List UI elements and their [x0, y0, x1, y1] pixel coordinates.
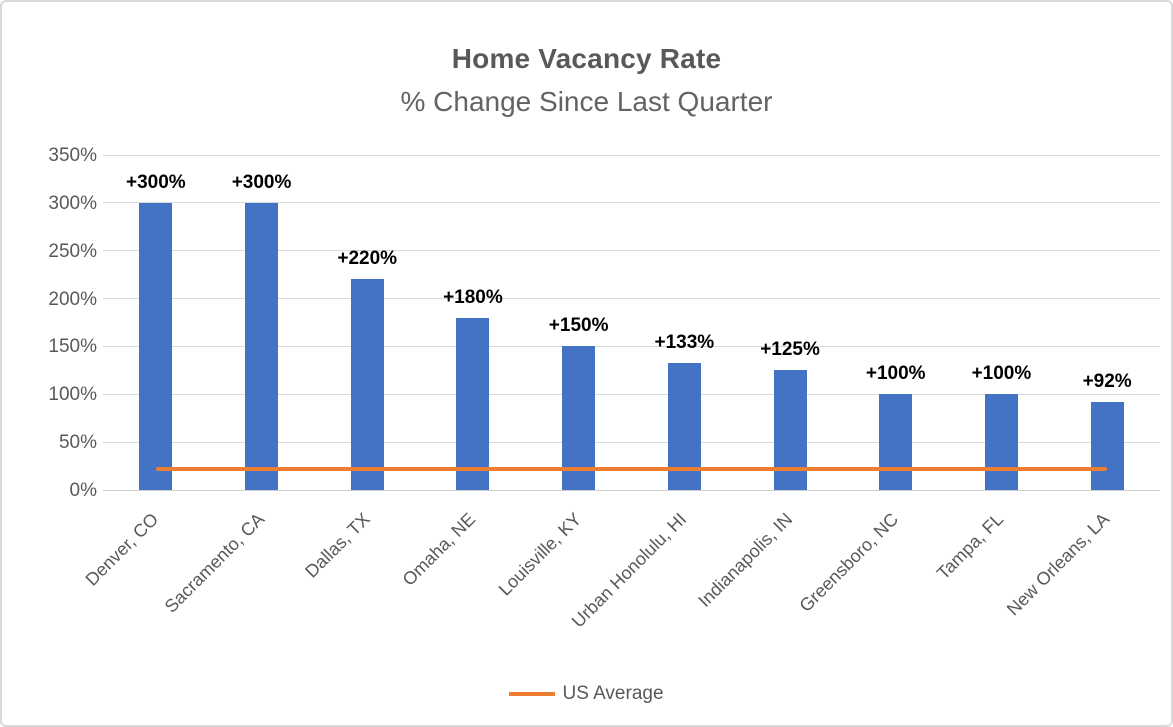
data-label-urban-honolulu-hi: +133% — [654, 331, 715, 353]
bar-indianapolis-in — [773, 370, 807, 490]
x-axis-tick-urban-honolulu-hi: Urban Honolulu, HI — [568, 509, 691, 632]
gridline-250% — [103, 250, 1160, 252]
gridline-150% — [103, 345, 1160, 347]
y-axis-tick-300%: 300% — [48, 192, 97, 214]
bar-sacramento-ca — [245, 202, 279, 490]
bar-greensboro-nc — [879, 394, 913, 490]
legend-label-us-average: US Average — [562, 683, 664, 704]
gridline-100% — [103, 393, 1160, 395]
y-axis-tick-50%: 50% — [58, 432, 97, 454]
data-label-denver-co: +300% — [125, 171, 186, 193]
data-label-greensboro-nc: +100% — [865, 363, 926, 385]
data-label-tampa-fl: +100% — [971, 363, 1032, 385]
data-label-louisville-ky: +150% — [548, 315, 609, 337]
x-axis-tick-louisville-ky: Louisville, KY — [494, 509, 585, 600]
data-label-dallas-tx: +220% — [337, 248, 398, 270]
x-axis-tick-indianapolis-in: Indianapolis, IN — [694, 509, 797, 611]
gridline-0% — [103, 489, 1160, 491]
x-axis-tick-sacramento-ca: Sacramento, CA — [160, 509, 268, 617]
bar-tampa-fl — [984, 394, 1018, 490]
gridline-50% — [103, 441, 1160, 443]
legend: US Average — [2, 683, 1171, 705]
gridline-200% — [103, 298, 1160, 300]
chart-subtitle: % Change Since Last Quarter — [400, 86, 773, 117]
data-label-new-orleans-la: +92% — [1082, 370, 1132, 392]
y-axis-tick-0%: 0% — [69, 480, 97, 501]
gridline-300% — [103, 202, 1160, 204]
x-axis-tick-tampa-fl: Tampa, FL — [933, 509, 1008, 584]
y-axis-tick-250%: 250% — [48, 240, 97, 262]
bar-dallas-tx — [350, 279, 384, 490]
us-average-line-swatch-icon — [509, 692, 556, 696]
bar-new-orleans-la — [1090, 401, 1124, 490]
bar-omaha-ne — [456, 317, 490, 490]
x-axis-tick-denver-co: Denver, CO — [81, 509, 163, 590]
us-average-reference-line — [155, 466, 1108, 471]
gridline-350% — [103, 154, 1160, 156]
x-axis-tick-new-orleans-la: New Orleans, LA — [1002, 509, 1114, 620]
x-axis-tick-dallas-tx: Dallas, TX — [300, 509, 374, 582]
y-axis-tick-200%: 200% — [48, 288, 97, 310]
y-axis-tick-150%: 150% — [48, 336, 97, 358]
y-axis-tick-350%: 350% — [48, 145, 97, 166]
data-label-indianapolis-in: +125% — [760, 339, 820, 361]
chart-title: Home Vacancy Rate — [451, 43, 722, 74]
data-label-omaha-ne: +180% — [443, 286, 503, 308]
y-axis-tick-100%: 100% — [48, 384, 97, 406]
bar-louisville-ky — [562, 346, 596, 490]
data-label-sacramento-ca: +300% — [231, 171, 292, 193]
bar-denver-co — [139, 202, 173, 490]
x-axis-tick-omaha-ne: Omaha, NE — [398, 509, 480, 590]
x-axis-tick-greensboro-nc: Greensboro, NC — [795, 509, 902, 616]
